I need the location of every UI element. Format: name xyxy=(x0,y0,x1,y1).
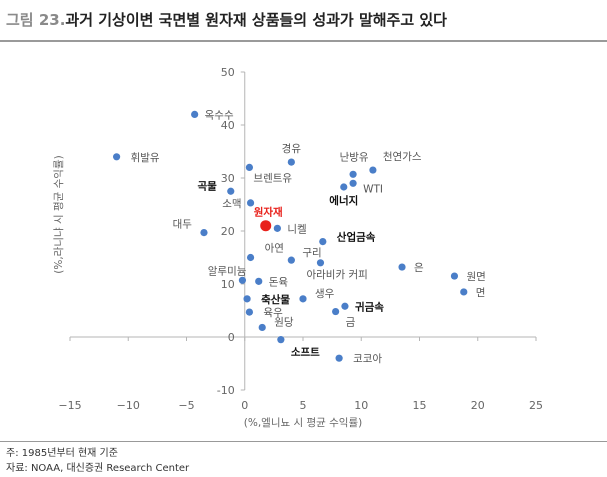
point-label: 원면 xyxy=(466,271,485,283)
point-label: 휘발유 xyxy=(131,152,160,164)
point-label: 은 xyxy=(414,262,424,274)
data-point xyxy=(369,166,377,174)
data-point xyxy=(341,302,349,310)
point-label: 원자재 xyxy=(254,206,283,219)
y-tick-label: 40 xyxy=(221,119,235,132)
data-point xyxy=(246,199,255,207)
point-label: 니켈 xyxy=(287,223,306,235)
point-label: 경유 xyxy=(282,142,302,155)
data-point xyxy=(349,170,357,178)
point-label: 돈육 xyxy=(269,276,289,288)
data-point xyxy=(340,183,348,191)
title-bar: 그림 23.과거 기상이변 국면별 원자재 상품들의 성과가 말해주고 있다 xyxy=(0,0,607,42)
point-label: 금 xyxy=(346,317,356,329)
scatter-chart: -10 0 10 20 30 40 50 −15 −10 −5 0 5 10 15 20 25 (%,엘니뇨 시… xyxy=(53,66,543,429)
data-point xyxy=(200,228,208,237)
point-label: 에너지 xyxy=(329,194,358,207)
point-label: 옥수수 xyxy=(205,109,234,121)
point-label: 산업금속 xyxy=(337,231,376,244)
y-tick-label: 10 xyxy=(221,278,235,291)
data-point xyxy=(319,238,327,246)
figure-title: 그림 23.과거 기상이변 국면별 원자재 상품들의 성과가 말해주고 있다 xyxy=(6,9,447,30)
point-label: 브렌트유 xyxy=(253,172,292,184)
point-label: 천연가스 xyxy=(383,151,422,163)
x-tick-label: 15 xyxy=(413,399,427,412)
y-tick-label: -10 xyxy=(217,384,235,397)
y-tick-label: 30 xyxy=(221,172,235,185)
data-point xyxy=(113,153,121,161)
data-point xyxy=(287,256,295,264)
point-label: 코코아 xyxy=(353,353,382,365)
figure-number: 그림 23. xyxy=(6,11,66,29)
data-point xyxy=(460,288,468,296)
x-tick-label: 10 xyxy=(354,399,368,412)
point-label: 소프트 xyxy=(291,347,320,359)
point-label: WTI xyxy=(363,183,383,195)
x-tick-label: −15 xyxy=(58,399,81,412)
data-point xyxy=(246,253,255,262)
x-tick-label: 25 xyxy=(529,399,543,412)
footnote: 주: 1985년부터 현재 기준 xyxy=(6,448,118,459)
point-label: 난방유 xyxy=(340,151,369,163)
x-axis-title: (%,엘니뇨 시 평균 수익률) xyxy=(244,416,362,429)
data-point xyxy=(349,179,357,187)
data-point xyxy=(332,307,340,316)
x-tick-label: 5 xyxy=(300,399,307,412)
data-point xyxy=(316,259,325,267)
x-tick-label: −5 xyxy=(178,399,194,412)
data-point xyxy=(227,187,235,195)
point-label: 알루미늄 xyxy=(208,265,247,277)
data-point xyxy=(238,276,247,284)
point-label: 곡물 xyxy=(197,180,217,192)
data-point xyxy=(273,224,281,232)
data-point xyxy=(191,110,199,118)
data-point xyxy=(287,158,295,166)
data-point xyxy=(255,277,263,285)
y-tick-label: 50 xyxy=(221,66,235,79)
point-label: 육우 xyxy=(263,307,283,319)
data-point xyxy=(243,295,251,303)
point-label: 축산물 xyxy=(261,293,290,306)
data-point xyxy=(258,323,266,332)
y-tick-label: 0 xyxy=(228,331,235,344)
data-point xyxy=(299,295,307,303)
point-label: 귀금속 xyxy=(355,300,384,313)
point-label: 면 xyxy=(476,287,486,299)
data-point xyxy=(245,308,254,316)
data-point xyxy=(450,272,459,280)
footer-divider xyxy=(0,441,607,442)
x-tick-label: 0 xyxy=(241,399,248,412)
point-label: 아연 xyxy=(265,243,284,255)
x-tick-label: 20 xyxy=(471,399,485,412)
figure-title-text: 과거 기상이변 국면별 원자재 상품들의 성과가 말해주고 있다 xyxy=(65,11,447,29)
data-point xyxy=(277,336,285,344)
data-point xyxy=(398,263,406,271)
point-label: 생우 xyxy=(315,288,335,300)
point-label: 구리 xyxy=(302,247,321,259)
y-tick-label: 20 xyxy=(221,225,235,238)
point-label: 아라비카 커피 xyxy=(306,269,367,281)
data-point xyxy=(335,354,343,362)
source-note: 자료: NOAA, 대신증권 Research Center xyxy=(6,463,190,474)
data-point xyxy=(245,163,254,171)
point-label: 원당 xyxy=(274,316,294,328)
y-axis-title: (%,라니냐 시 평균 수익률) xyxy=(53,155,65,273)
point-label: 대두 xyxy=(173,219,193,231)
x-tick-label: −10 xyxy=(117,399,140,412)
point-label: 소맥 xyxy=(222,198,241,210)
data-point xyxy=(260,220,272,232)
